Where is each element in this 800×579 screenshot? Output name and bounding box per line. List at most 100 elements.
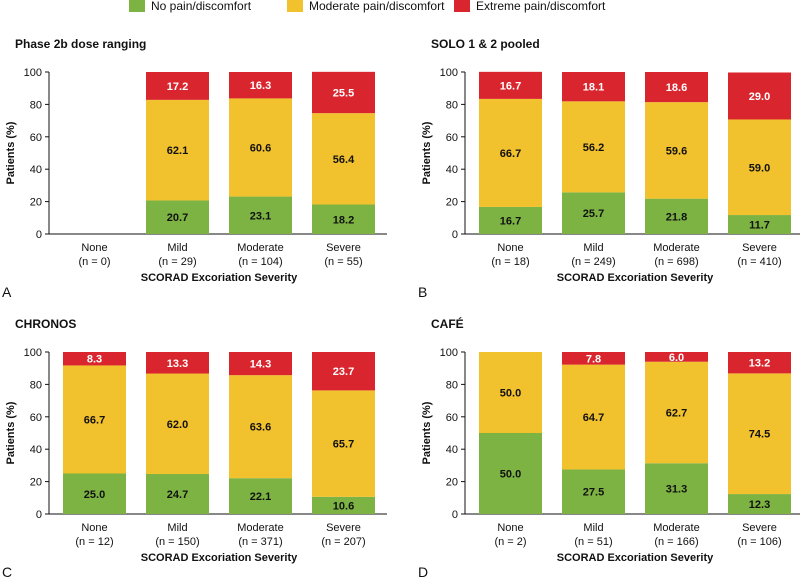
x-tick-n-label: (n = 29) [158,256,196,268]
data-label: 29.0 [749,91,770,103]
x-tick-n-label: (n = 51) [574,536,612,548]
data-label: 59.0 [749,162,770,174]
y-tick-label: 100 [440,67,458,79]
chart-panels: Phase 2b dose ranging A 0 20 40 60 80 100 Patien… [2,37,800,579]
y-tick-label: 20 [446,197,458,209]
x-tick-n-label: (n = 106) [737,536,781,548]
legend-swatch [287,0,303,12]
legend-label: No pain/discomfort [151,0,252,13]
y-tick-label: 0 [452,509,458,521]
data-label: 64.7 [583,412,604,424]
chart-panel-c: CHRONOS C 0 20 40 60 80 100 Patients (%) 25.0 66.7… [2,317,387,579]
x-tick-label: Moderate [237,242,283,254]
y-tick-label: 0 [452,229,458,241]
y-tick-label: 60 [30,132,42,144]
chart-panel-b: SOLO 1 & 2 pooled B 0 20 40 60 80 100 Patients (… [418,37,800,300]
bar-segment [312,71,375,114]
x-tick-n-label: (n = 12) [75,536,113,548]
data-label: 56.4 [333,154,355,166]
data-label: 13.3 [167,358,188,370]
bar-segment [312,496,375,514]
x-tick-n-label: (n = 18) [491,256,529,268]
data-label: 23.7 [333,366,354,378]
bar-segment [312,390,375,497]
bar-segment [479,433,542,514]
bar-segment [728,494,791,514]
y-tick-label: 80 [446,379,458,391]
y-tick-label: 100 [440,347,458,359]
bar-segment [229,352,292,376]
bar-segment [229,196,292,234]
data-label: 11.7 [749,220,770,232]
data-label: 20.7 [167,212,188,224]
bar-segment [562,101,625,193]
data-label: 27.5 [583,487,604,499]
y-axis-label: Patients (%) [5,401,17,464]
bar-segment [728,215,791,234]
data-label: 17.2 [167,81,188,93]
data-label: 6.0 [669,352,684,364]
x-tick-label: Mild [167,242,187,254]
bar-segment [146,352,209,374]
data-label: 65.7 [333,439,354,451]
data-label: 18.6 [666,82,687,94]
y-tick-label: 40 [30,444,42,456]
x-tick-n-label: (n = 207) [321,536,365,548]
x-tick-n-label: (n = 371) [238,536,282,548]
x-tick-n-label: (n = 0) [78,256,110,268]
bar-segment [562,72,625,102]
bar-segment [562,469,625,514]
bar-segment [479,71,542,99]
data-label: 16.3 [250,80,271,92]
data-label: 23.1 [250,210,271,222]
y-tick-label: 60 [446,412,458,424]
y-tick-label: 20 [30,197,42,209]
data-label: 50.0 [500,388,521,400]
data-label: 14.3 [250,359,271,371]
y-tick-label: 60 [446,132,458,144]
y-axis-label: Patients (%) [5,121,17,184]
legend-item: No pain/discomfort [129,0,252,13]
data-label: 59.6 [666,145,687,157]
data-label: 21.8 [666,211,687,223]
bar-segment [229,72,292,99]
data-label: 16.7 [500,80,521,92]
data-label: 62.7 [666,408,687,420]
data-label: 66.7 [500,148,521,160]
bar-segment [312,204,375,234]
x-tick-label: Moderate [237,522,283,534]
x-tick-label: None [497,242,523,254]
data-label: 25.0 [84,489,105,501]
panel-letter: B [418,284,427,300]
x-tick-n-label: (n = 698) [654,256,698,268]
x-tick-n-label: (n = 249) [571,256,615,268]
data-label: 56.2 [583,142,604,154]
y-tick-label: 60 [30,412,42,424]
y-tick-label: 80 [446,99,458,111]
panel-title: Phase 2b dose ranging [15,37,146,51]
legend-label: Moderate pain/discomfort [309,0,445,13]
x-tick-n-label: (n = 410) [737,256,781,268]
legend-swatch [454,0,470,12]
x-tick-label: Moderate [653,522,699,534]
data-label: 8.3 [87,354,102,366]
bar-segment [146,473,209,514]
x-tick-label: Mild [167,522,187,534]
bar-segment [645,72,708,103]
legend: No pain/discomfort Moderate pain/discomfo… [129,0,606,13]
x-tick-n-label: (n = 2) [494,536,526,548]
x-tick-n-label: (n = 166) [654,536,698,548]
x-tick-label: None [81,242,107,254]
y-tick-label: 100 [24,67,42,79]
bar-segment [63,365,126,474]
bar-segment [146,200,209,234]
bar-segment [645,463,708,514]
bar-segment [645,198,708,234]
data-label: 18.1 [583,82,604,94]
y-tick-label: 40 [446,444,458,456]
bar-segment [728,72,791,120]
x-tick-n-label: (n = 55) [324,256,362,268]
panel-letter: A [2,284,12,300]
bar-segment [728,119,791,216]
y-tick-label: 80 [30,379,42,391]
